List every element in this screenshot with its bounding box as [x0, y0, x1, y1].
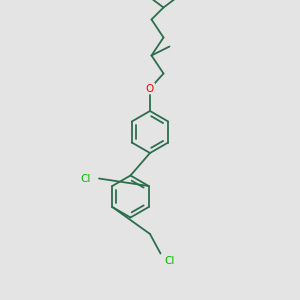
Text: O: O — [146, 83, 154, 94]
Text: Cl: Cl — [80, 173, 91, 184]
Text: Cl: Cl — [164, 256, 175, 266]
